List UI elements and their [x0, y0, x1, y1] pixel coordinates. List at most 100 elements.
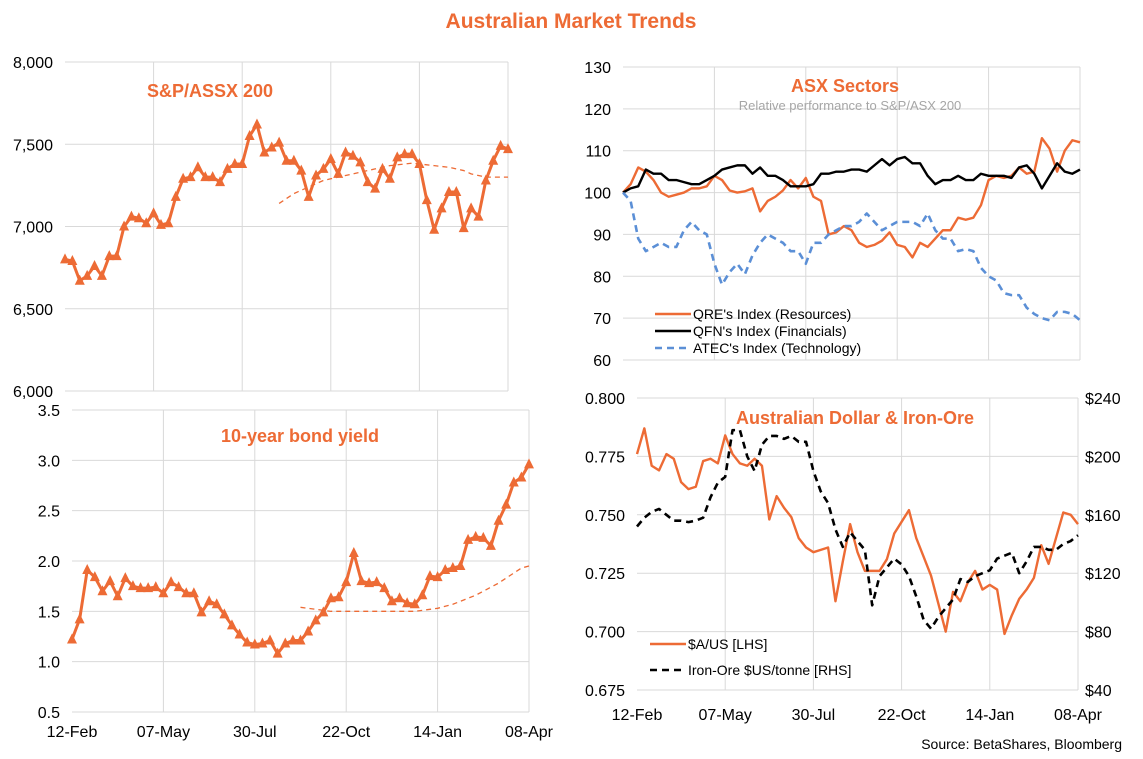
data-point-triangle-marker	[495, 139, 506, 150]
y-tick-label: 110	[585, 144, 611, 161]
data-point-triangle-marker	[207, 171, 218, 182]
y-tick-label: 1.0	[38, 655, 60, 672]
bond-chart: 0.5 1.0 1.5 2.0 2.5 3.0 3.5 12-Feb 07-May 30-Jul 2…	[38, 403, 554, 741]
data-point-triangle-marker	[97, 585, 108, 596]
x-tick-label: 08-Apr	[1054, 707, 1103, 724]
data-point-triangle-marker	[173, 581, 184, 592]
y-tick-label: 60	[593, 353, 611, 370]
y2-tick-label: $120	[1085, 566, 1121, 583]
x-tick-label: 14-Jan	[965, 707, 1014, 724]
legend-label: QFN's Index (Financials)	[693, 323, 847, 339]
data-point-triangle-marker	[386, 595, 397, 606]
y-tick-label: 6,500	[13, 302, 53, 319]
data-point-triangle-marker	[470, 530, 481, 541]
data-point-triangle-marker	[485, 539, 496, 550]
y-tick-label: 0.700	[585, 625, 625, 642]
x-tick-label: 30-Jul	[792, 707, 836, 724]
data-point-triangle-marker	[287, 634, 298, 645]
data-point-triangle-marker	[141, 217, 152, 228]
data-point-triangle-marker	[451, 185, 462, 196]
data-point-triangle-marker	[229, 157, 240, 168]
data-point-triangle-marker	[466, 202, 477, 213]
data-point-triangle-marker	[407, 148, 418, 159]
y-tick-label: 120	[584, 102, 611, 119]
data-point-triangle-marker	[67, 255, 78, 266]
data-point-triangle-marker	[272, 647, 283, 658]
data-point-triangle-marker	[112, 590, 123, 601]
data-point-triangle-marker	[424, 570, 435, 581]
data-point-triangle-marker	[211, 598, 222, 609]
data-point-triangle-marker	[265, 634, 276, 645]
data-point-triangle-marker	[133, 212, 144, 223]
data-point-triangle-marker	[170, 190, 181, 201]
data-point-triangle-marker	[355, 156, 366, 167]
data-point-triangle-marker	[74, 274, 85, 285]
data-point-triangle-marker	[503, 143, 513, 154]
data-point-triangle-marker	[417, 589, 428, 600]
data-point-triangle-marker	[333, 591, 344, 602]
data-point-triangle-marker	[399, 148, 410, 159]
data-point-triangle-marker	[257, 637, 268, 648]
sp200-chart: 6,000 6,500 7,000 7,500 8,000 S&P/ASSX 200	[13, 55, 513, 401]
data-point-triangle-marker	[288, 154, 299, 165]
data-point-triangle-marker	[244, 130, 255, 141]
legend-label: ATEC's Index (Technology)	[693, 340, 861, 356]
data-point-triangle-marker	[266, 141, 277, 152]
data-point-triangle-marker	[143, 582, 154, 593]
data-point-triangle-marker	[111, 250, 122, 261]
data-point-triangle-marker	[347, 149, 358, 160]
data-point-triangle-marker	[163, 217, 174, 228]
data-point-triangle-marker	[480, 174, 491, 185]
data-point-triangle-marker	[340, 146, 351, 157]
data-point-triangle-marker	[281, 154, 292, 165]
data-point-triangle-marker	[105, 575, 116, 586]
data-point-triangle-marker	[508, 476, 519, 487]
series-line-qres	[622, 136, 1081, 259]
y-tick-label: 7,500	[13, 137, 53, 154]
series-line-$aus	[635, 427, 1079, 636]
legend-label: Iron-Ore $US/tonne [RHS]	[688, 662, 851, 678]
series-line-series-1	[278, 162, 508, 205]
data-point-triangle-marker	[364, 577, 375, 588]
aud-iron-chart: 0.675 0.700 0.725 0.750 0.775 0.800 $40 $80 $120…	[585, 391, 1121, 724]
data-point-triangle-marker	[384, 172, 395, 183]
data-point-triangle-marker	[325, 153, 336, 164]
data-point-triangle-marker	[274, 136, 285, 147]
data-point-triangle-marker	[356, 575, 367, 586]
figure-title: Australian Market Trends	[446, 10, 697, 33]
y-tick-label: 2.0	[38, 554, 60, 571]
x-tick-label: 07-May	[137, 724, 190, 741]
data-point-triangle-marker	[473, 210, 484, 221]
y-tick-label: 70	[593, 311, 611, 328]
data-point-triangle-marker	[311, 169, 322, 180]
data-point-triangle-marker	[455, 560, 466, 571]
data-point-triangle-marker	[127, 580, 138, 591]
source-note: Source: BetaShares, Bloomberg	[921, 736, 1122, 752]
data-point-triangle-marker	[96, 269, 107, 280]
data-point-triangle-marker	[150, 581, 161, 592]
y-tick-label: 0.800	[585, 391, 625, 408]
data-point-triangle-marker	[493, 514, 504, 525]
data-point-triangle-marker	[158, 587, 169, 598]
series-line-qfns	[622, 155, 1081, 194]
y-tick-label: 2.5	[38, 504, 60, 521]
data-point-triangle-marker	[219, 608, 230, 619]
y2-tick-label: $160	[1085, 508, 1121, 525]
data-point-triangle-marker	[370, 182, 381, 193]
series-line-series-0	[70, 463, 531, 656]
data-point-triangle-marker	[394, 592, 405, 603]
data-point-triangle-marker	[192, 161, 203, 172]
data-point-triangle-marker	[234, 628, 245, 639]
legend-label: QRE's Index (Resources)	[693, 306, 851, 322]
data-point-triangle-marker	[409, 598, 420, 609]
y-tick-label: 3.0	[38, 453, 60, 470]
y-tick-label: 7,000	[13, 220, 53, 237]
data-point-triangle-marker	[222, 162, 233, 173]
data-point-triangle-marker	[237, 157, 248, 168]
data-point-triangle-marker	[82, 269, 93, 280]
data-point-triangle-marker	[501, 498, 512, 509]
data-point-triangle-marker	[185, 171, 196, 182]
y-tick-label: 0.675	[585, 683, 625, 700]
x-tick-label: 12-Feb	[47, 724, 98, 741]
series-line-atecs	[622, 191, 1081, 322]
